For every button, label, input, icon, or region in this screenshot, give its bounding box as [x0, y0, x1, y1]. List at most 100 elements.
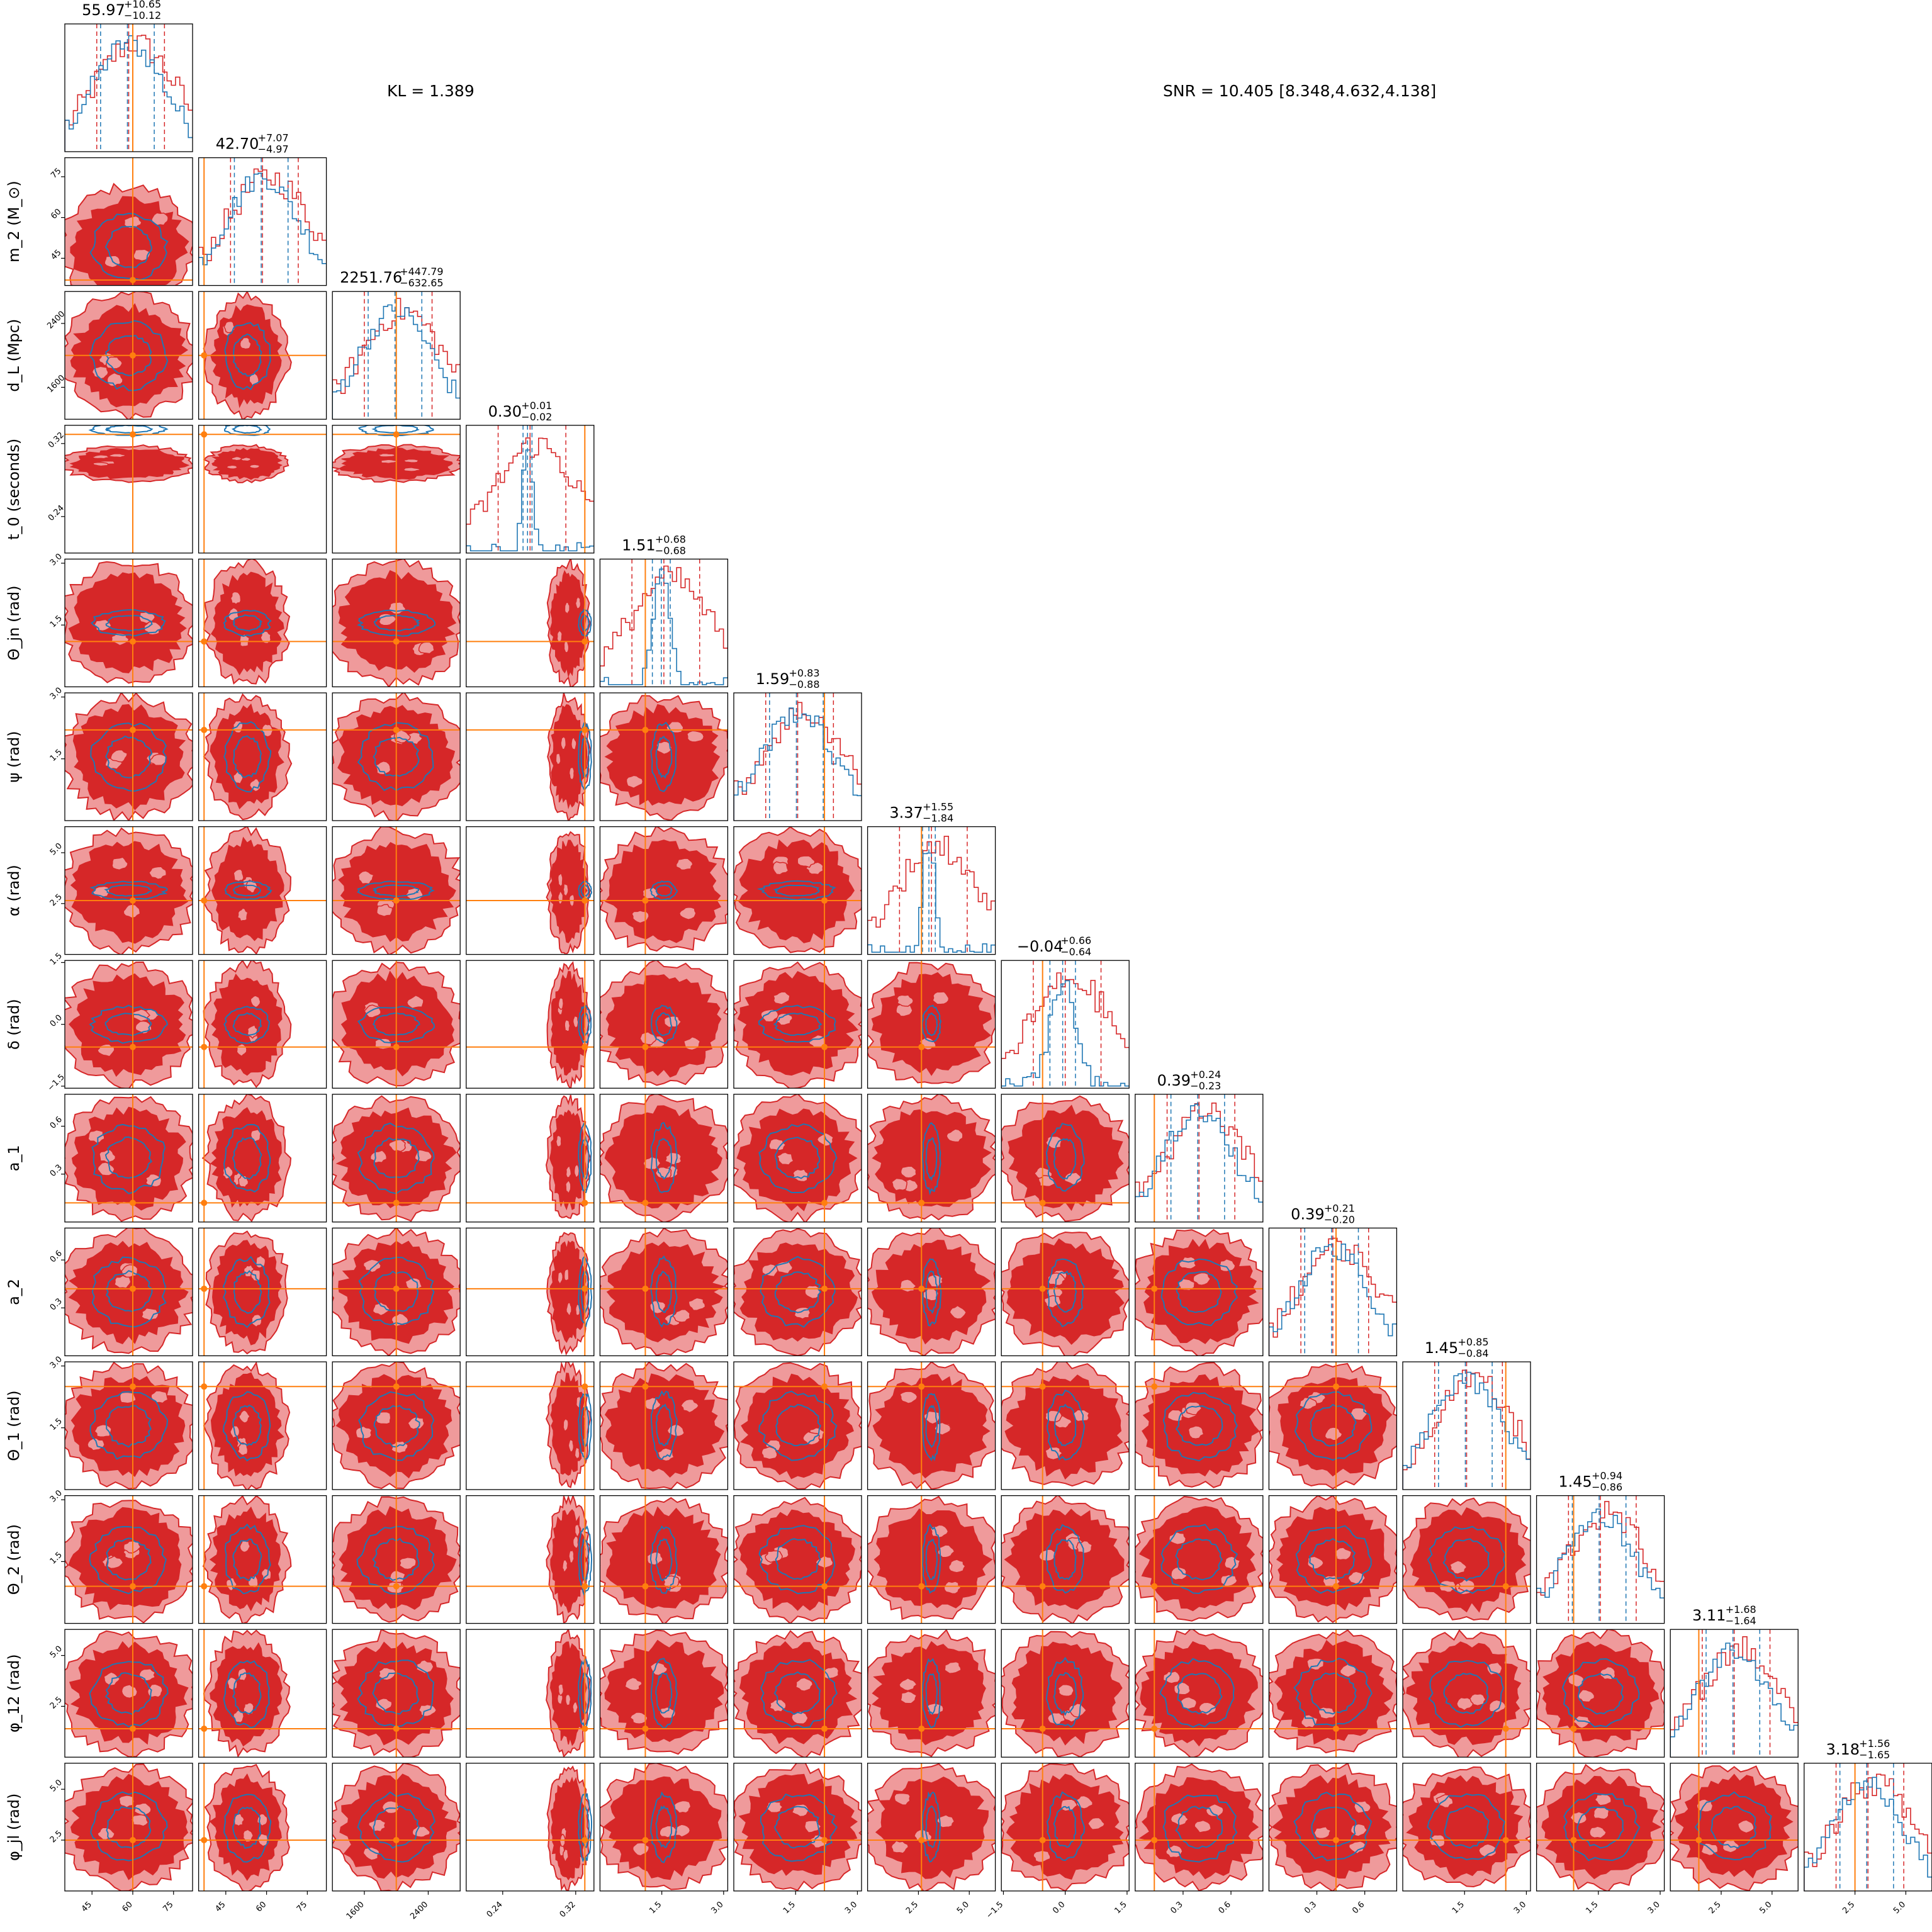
- hist-title-lower-4: −0.68: [655, 544, 686, 556]
- contour-panel-6-2: [332, 826, 461, 955]
- y-axis-label-12: φ_12 (rad): [5, 1654, 23, 1733]
- contour-panel-11-4: [599, 1495, 729, 1624]
- contour-panel-7-6: [867, 960, 996, 1089]
- contour-panel-9-7: [1001, 1227, 1130, 1357]
- contour-panel-5-4: [599, 692, 729, 821]
- contour-panel-11-6: [867, 1495, 996, 1624]
- x-tick-6-0: 2.5: [904, 1900, 920, 1916]
- y-tick-7-1: 0.0: [48, 1013, 64, 1029]
- hist-title-9: 0.39: [1291, 1205, 1324, 1223]
- y-tick-3-1: 0.32: [47, 430, 66, 450]
- contour-panel-13-11: [1536, 1763, 1665, 1892]
- contour-panel-6-0: [64, 826, 193, 955]
- hist-panel-0: [64, 23, 193, 152]
- contour-panel-10-9: [1268, 1361, 1398, 1490]
- y-tick-1-1: 60: [49, 207, 63, 221]
- x-tick-12-1: 5.0: [1758, 1900, 1773, 1916]
- contour-panel-9-8: [1135, 1227, 1264, 1357]
- contour-panel-9-6: [867, 1227, 996, 1357]
- y-tick-4-1: 3.0: [48, 552, 64, 568]
- x-tick-7-0: −1.5: [984, 1900, 1005, 1921]
- hist-title-12: 3.11: [1692, 1607, 1726, 1624]
- y-tick-10-0: 1.5: [48, 1417, 64, 1432]
- hist-title-lower-0: −10.12: [124, 9, 161, 21]
- hist-panel-9: [1268, 1227, 1398, 1357]
- y-axis-label-11: Θ_2 (rad): [5, 1524, 23, 1595]
- y-tick-6-0: 2.5: [48, 892, 64, 908]
- hist-title-lower-1: −4.97: [258, 143, 289, 155]
- contour-panel-5-3: [466, 692, 595, 821]
- contour-panel-13-4: [599, 1763, 729, 1892]
- hist-title-13: 3.18: [1826, 1741, 1860, 1758]
- contour-panel-2-1: [198, 291, 327, 420]
- x-tick-10-1: 3.0: [1512, 1900, 1528, 1916]
- y-tick-4-0: 1.5: [48, 614, 64, 629]
- contour-panel-6-5: [733, 826, 862, 955]
- y-tick-11-0: 1.5: [48, 1550, 64, 1566]
- hist-title-upper-0: +10.65: [124, 0, 161, 10]
- y-tick-5-0: 1.5: [48, 748, 64, 763]
- contour-panel-13-3: [466, 1763, 595, 1892]
- hist-panel-1: [198, 157, 327, 286]
- hist-title-lower-7: −0.64: [1060, 946, 1091, 958]
- hist-title-lower-12: −1.64: [1726, 1615, 1756, 1627]
- y-axis-label-3: t_0 (seconds): [5, 439, 23, 540]
- contour-panel-5-1: [198, 692, 327, 821]
- contour-panel-11-0: [64, 1495, 193, 1624]
- y-tick-1-0: 45: [49, 248, 63, 262]
- contour-panel-8-3: [466, 1094, 595, 1223]
- y-tick-3-0: 0.24: [47, 503, 66, 523]
- contour-panel-13-8: [1135, 1763, 1264, 1892]
- y-tick-11-1: 3.0: [48, 1488, 64, 1504]
- x-tick-8-1: 0.6: [1217, 1900, 1233, 1916]
- contour-panel-4-2: [332, 558, 461, 688]
- contour-panel-13-5: [733, 1763, 862, 1892]
- contour-panel-8-1: [198, 1094, 327, 1223]
- hist-title-upper-12: +1.68: [1726, 1603, 1756, 1615]
- contour-panel-3-2: [332, 425, 461, 554]
- contour-panel-3-0: [64, 425, 193, 554]
- y-axis-label-4: Θ_jn (rad): [5, 585, 23, 660]
- hist-title-lower-3: −0.02: [521, 411, 552, 423]
- contour-panel-2-0: [64, 291, 193, 420]
- contour-panel-12-8: [1135, 1629, 1264, 1758]
- x-tick-5-1: 3.0: [843, 1900, 859, 1916]
- hist-title-upper-7: +0.66: [1060, 935, 1091, 946]
- contour-panel-10-8: [1135, 1361, 1264, 1490]
- contour-panel-7-2: [332, 960, 461, 1089]
- hist-title-upper-9: +0.21: [1324, 1202, 1355, 1214]
- hist-panel-5: [733, 692, 862, 821]
- y-tick-12-1: 5.0: [48, 1644, 64, 1660]
- hist-title-4: 1.51: [622, 536, 655, 554]
- hist-title-upper-4: +0.68: [655, 533, 686, 545]
- contour-panel-13-0: [64, 1763, 193, 1892]
- hist-panel-10: [1402, 1361, 1531, 1490]
- contour-panel-12-3: [466, 1629, 595, 1758]
- hist-title-10: 1.45: [1425, 1339, 1458, 1357]
- y-tick-5-1: 3.0: [48, 686, 64, 702]
- x-tick-12-0: 2.5: [1707, 1900, 1723, 1916]
- contour-panel-11-1: [198, 1495, 327, 1624]
- contour-panel-12-1: [198, 1629, 327, 1758]
- y-axis-label-6: α (rad): [5, 865, 23, 916]
- x-tick-1-2: 75: [295, 1900, 309, 1914]
- contour-panel-6-3: [466, 826, 595, 955]
- y-tick-1-2: 75: [49, 166, 63, 180]
- y-tick-6-1: 5.0: [48, 841, 64, 857]
- contour-panel-7-0: [64, 960, 193, 1089]
- y-tick-12-0: 2.5: [48, 1695, 64, 1710]
- contour-panel-9-0: [64, 1227, 193, 1357]
- hist-title-upper-5: +0.83: [789, 667, 820, 679]
- contour-panel-8-6: [867, 1094, 996, 1223]
- x-tick-7-1: 0.0: [1051, 1900, 1067, 1916]
- hist-title-upper-6: +1.55: [923, 801, 953, 813]
- x-tick-6-1: 5.0: [955, 1900, 971, 1916]
- contour-panel-13-6: [867, 1763, 996, 1892]
- hist-title-lower-9: −0.20: [1324, 1213, 1355, 1225]
- contour-panel-13-7: [1001, 1763, 1130, 1892]
- hist-panel-2: [332, 291, 461, 420]
- x-tick-13-0: 2.5: [1841, 1900, 1856, 1916]
- hist-title-upper-10: +0.85: [1458, 1336, 1489, 1348]
- contour-panel-7-1: [198, 960, 327, 1089]
- contour-panel-7-4: [599, 960, 729, 1089]
